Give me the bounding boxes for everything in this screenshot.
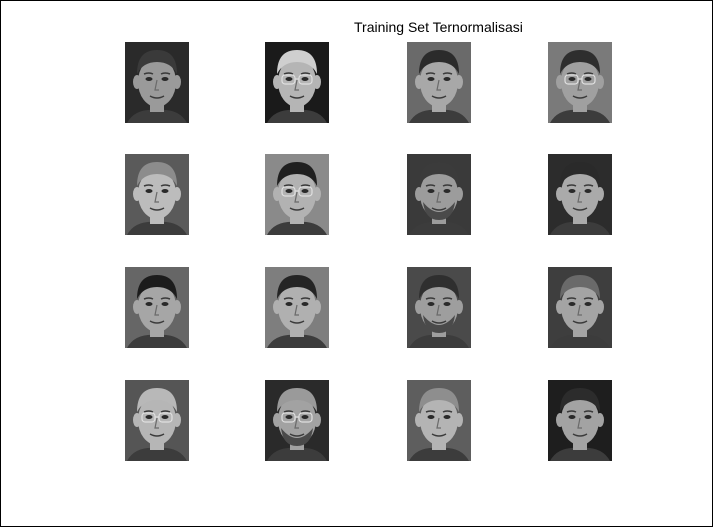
face-photo-icon — [548, 380, 612, 461]
face-image — [125, 42, 189, 123]
face-image — [407, 380, 471, 461]
face-photo-icon — [407, 267, 471, 348]
face-image — [265, 380, 329, 461]
face-photo-icon — [125, 42, 189, 123]
face-photo-icon — [407, 154, 471, 235]
face-image — [265, 267, 329, 348]
face-image — [548, 380, 612, 461]
face-image — [125, 380, 189, 461]
face-image — [548, 267, 612, 348]
face-image — [407, 154, 471, 235]
face-photo-icon — [265, 380, 329, 461]
face-photo-icon — [125, 267, 189, 348]
face-photo-icon — [125, 380, 189, 461]
face-photo-icon — [265, 154, 329, 235]
face-photo-icon — [548, 267, 612, 348]
face-photo-icon — [265, 267, 329, 348]
face-image — [548, 42, 612, 123]
face-image — [125, 154, 189, 235]
figure-title: Training Set Ternormalisasi — [354, 19, 523, 35]
face-image — [125, 267, 189, 348]
face-photo-icon — [407, 380, 471, 461]
face-photo-icon — [265, 42, 329, 123]
face-image — [407, 267, 471, 348]
face-photo-icon — [548, 42, 612, 123]
face-image — [265, 42, 329, 123]
face-image — [265, 154, 329, 235]
face-image — [407, 42, 471, 123]
face-photo-icon — [125, 154, 189, 235]
face-photo-icon — [548, 154, 612, 235]
face-image — [548, 154, 612, 235]
face-photo-icon — [407, 42, 471, 123]
